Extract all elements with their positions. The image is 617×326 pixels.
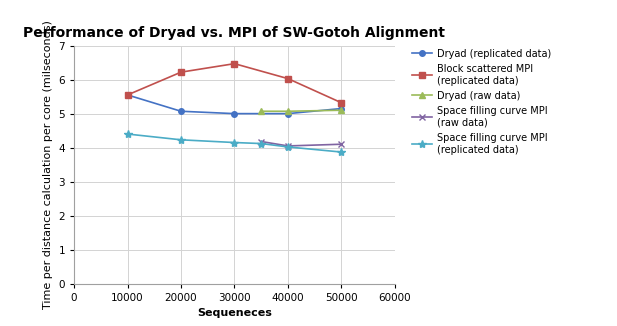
Dryad (replicated data) bbox=[337, 107, 345, 111]
Space filling curve MPI
(replicated data) bbox=[337, 150, 345, 154]
Space filling curve MPI
(replicated data) bbox=[124, 132, 131, 136]
Block scattered MPI
(replicated data) bbox=[177, 70, 184, 74]
Space filling curve MPI
(raw data) bbox=[257, 140, 265, 143]
Dryad (replicated data) bbox=[124, 93, 131, 97]
Block scattered MPI
(replicated data) bbox=[231, 62, 238, 66]
Line: Space filling curve MPI
(replicated data): Space filling curve MPI (replicated data… bbox=[123, 130, 346, 156]
Dryad (raw data) bbox=[284, 109, 292, 113]
Y-axis label: Time per distance calculation per core (milseconds): Time per distance calculation per core (… bbox=[43, 20, 53, 309]
Dryad (raw data) bbox=[257, 109, 265, 113]
Space filling curve MPI
(replicated data) bbox=[231, 141, 238, 144]
Title: Performance of Dryad vs. MPI of SW-Gotoh Alignment: Performance of Dryad vs. MPI of SW-Gotoh… bbox=[23, 26, 445, 40]
Block scattered MPI
(replicated data) bbox=[337, 101, 345, 105]
Dryad (replicated data) bbox=[177, 109, 184, 113]
Space filling curve MPI
(replicated data) bbox=[177, 138, 184, 142]
Dryad (replicated data) bbox=[231, 112, 238, 116]
Space filling curve MPI
(replicated data) bbox=[284, 145, 292, 149]
Line: Space filling curve MPI
(raw data): Space filling curve MPI (raw data) bbox=[258, 138, 345, 149]
Dryad (raw data) bbox=[337, 108, 345, 112]
Block scattered MPI
(replicated data) bbox=[284, 77, 292, 81]
Space filling curve MPI
(replicated data) bbox=[257, 141, 265, 145]
Line: Dryad (replicated data): Dryad (replicated data) bbox=[125, 92, 344, 116]
Space filling curve MPI
(raw data) bbox=[337, 142, 345, 146]
Space filling curve MPI
(raw data) bbox=[284, 144, 292, 148]
Legend: Dryad (replicated data), Block scattered MPI
(replicated data), Dryad (raw data): Dryad (replicated data), Block scattered… bbox=[409, 46, 553, 158]
Dryad (replicated data) bbox=[284, 112, 292, 116]
Block scattered MPI
(replicated data) bbox=[124, 93, 131, 97]
X-axis label: Sequeneces: Sequeneces bbox=[197, 308, 272, 318]
Line: Block scattered MPI
(replicated data): Block scattered MPI (replicated data) bbox=[125, 61, 344, 106]
Line: Dryad (raw data): Dryad (raw data) bbox=[259, 108, 344, 114]
